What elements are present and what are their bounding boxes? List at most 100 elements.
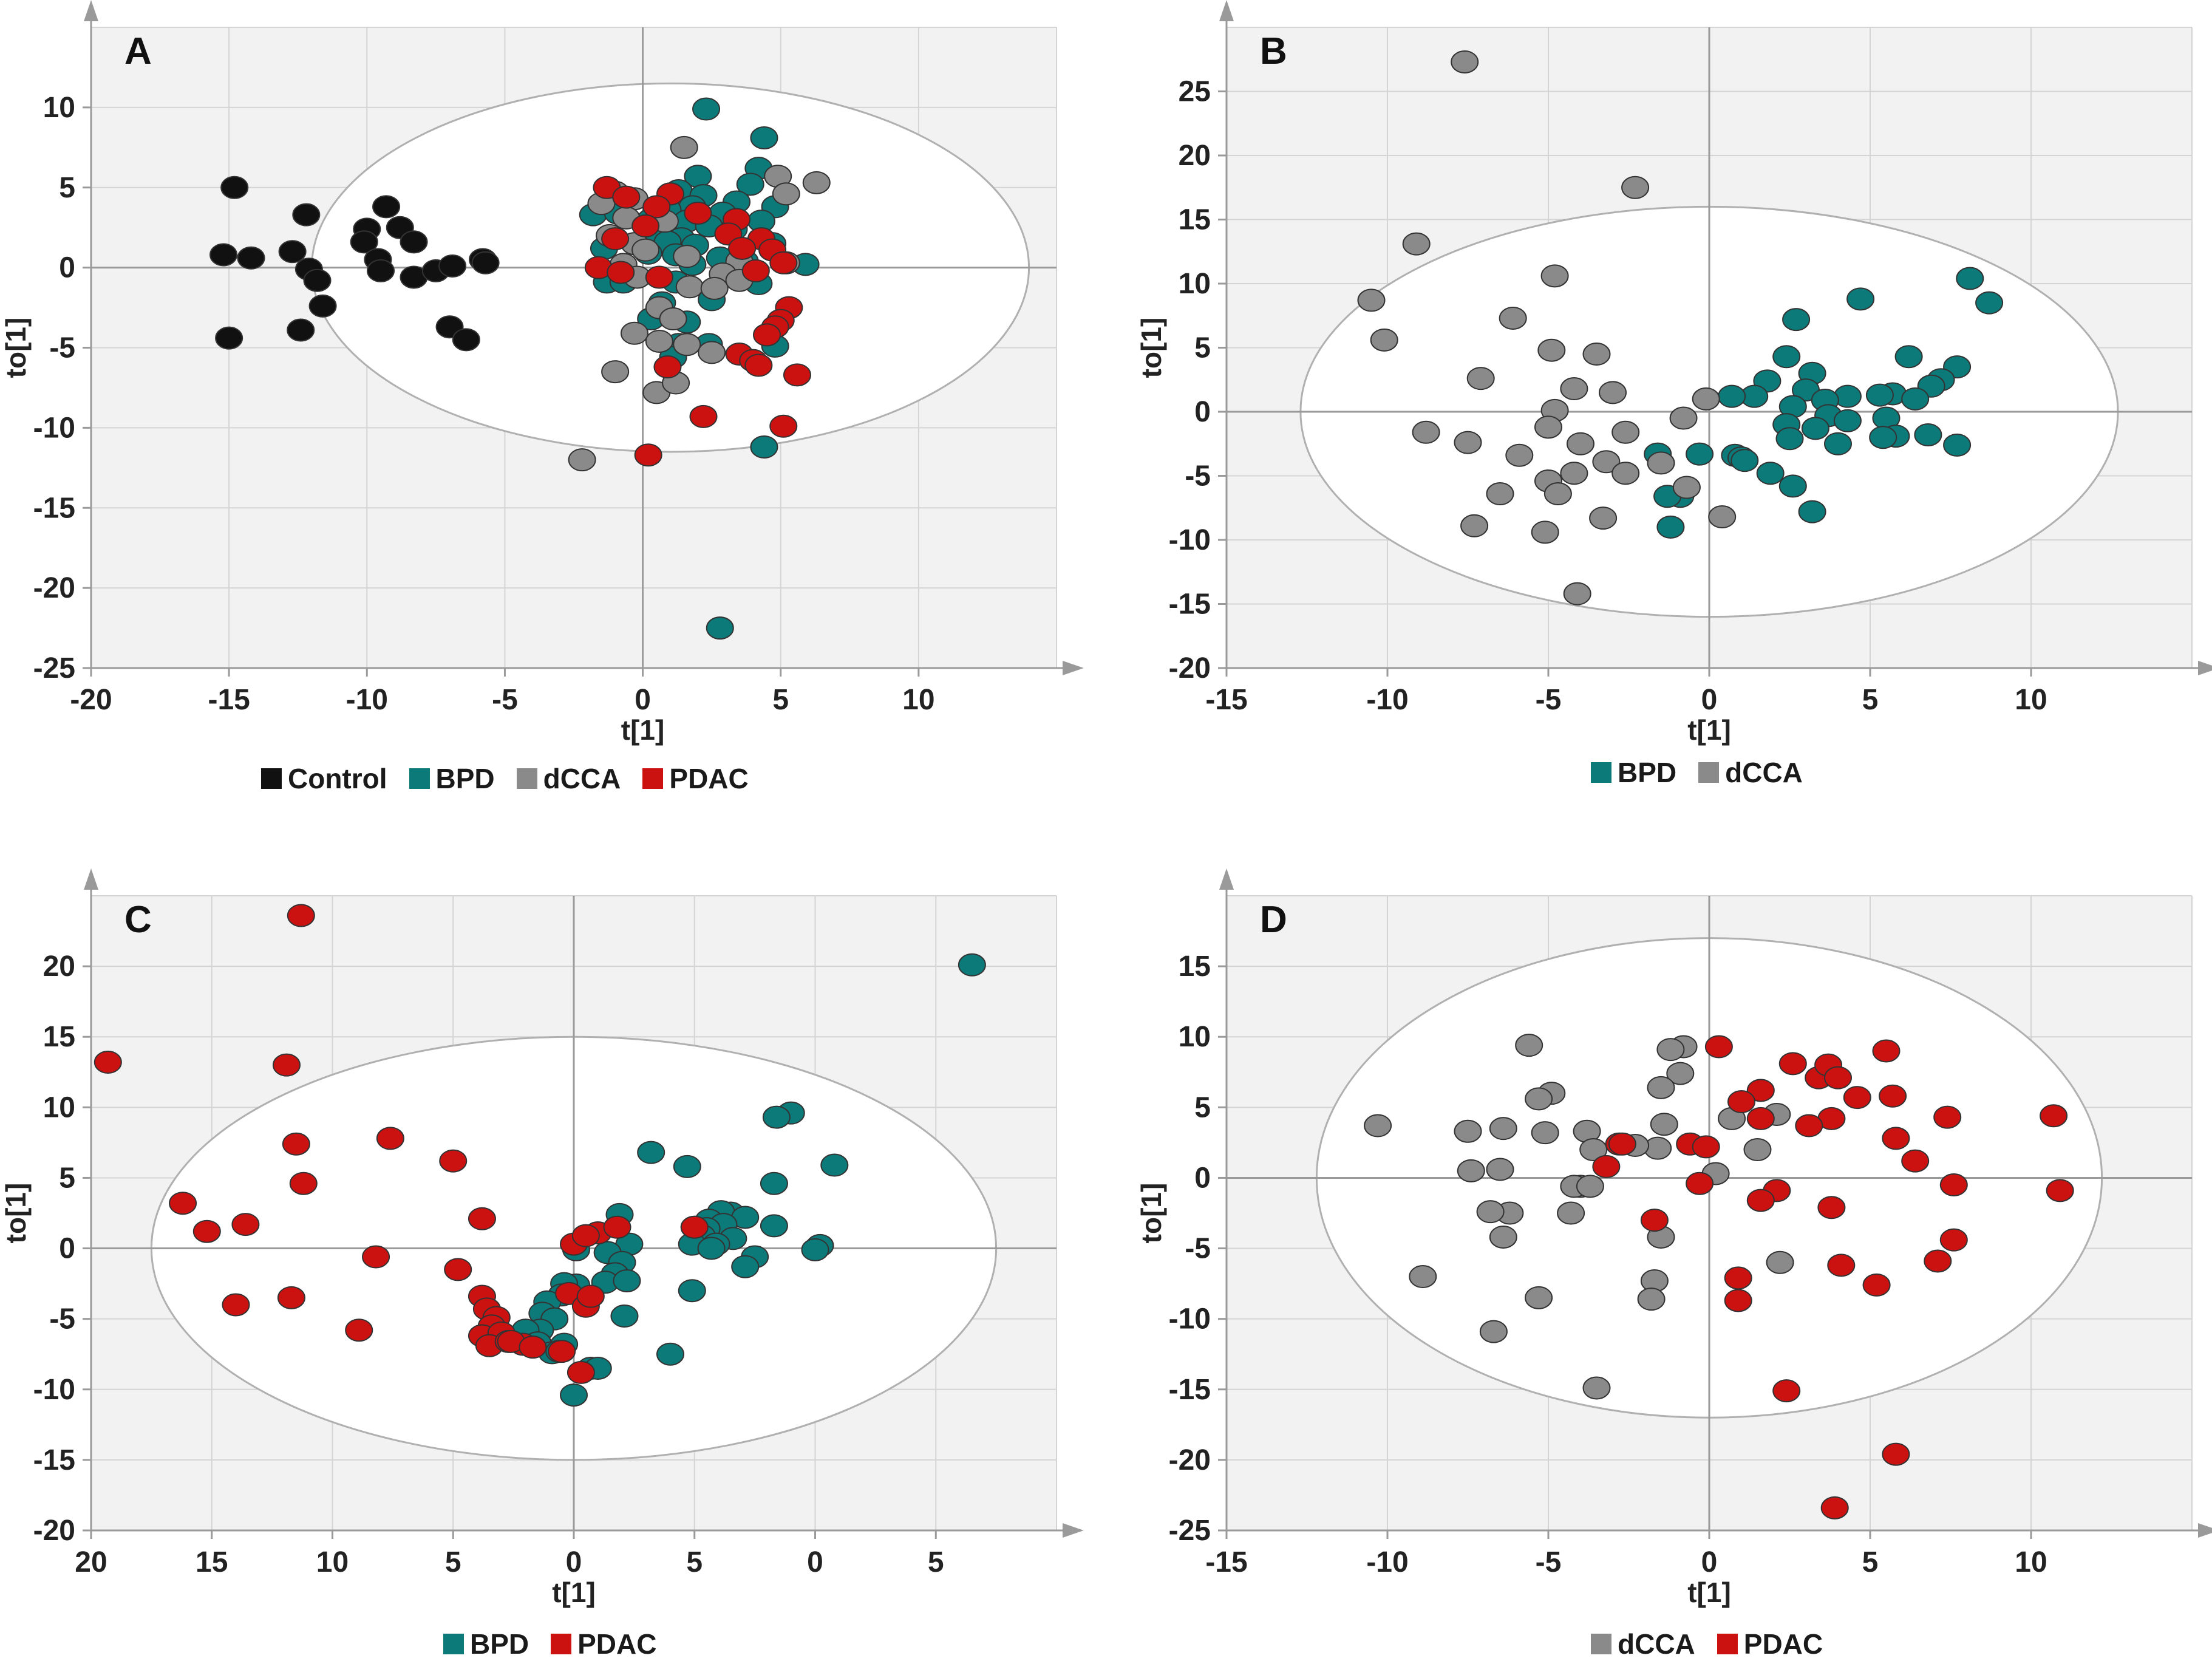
y-tick-label: 0: [1194, 1162, 1211, 1194]
data-point-dcca: [1486, 1158, 1514, 1181]
data-point-control: [209, 243, 238, 267]
legend-label: Control: [288, 763, 387, 794]
data-point-dcca: [1579, 1138, 1608, 1161]
x-axis-title: t[1]: [621, 714, 665, 746]
data-point-pdac: [1746, 1079, 1775, 1102]
scatter-plot-a: -20 -15 -10 -5 0 5 10-25-20-15-10-50510t[1]to[…: [0, 0, 1084, 746]
y-tick-label: -10: [1169, 524, 1211, 556]
legend-swatch: [1591, 762, 1611, 783]
data-point-bpd: [1956, 267, 1984, 290]
x-tick-label: -5: [1536, 1546, 1562, 1578]
data-point-dcca: [568, 448, 596, 472]
data-point-dcca: [1489, 1225, 1517, 1249]
legend-label: dCCA: [1618, 1628, 1695, 1660]
series-control: [209, 176, 500, 352]
data-point-dcca: [772, 182, 800, 206]
data-point-dcca: [631, 238, 660, 262]
x-tick-label: 5: [445, 1546, 461, 1578]
data-point-pdac: [1817, 1196, 1846, 1219]
scatter-plot-d: -15 -10 -5 0 5 10 -25 -20 -15 -10 -5 0 5 10 15 t[1] to[1…: [1135, 868, 2212, 1608]
data-point-pdac: [603, 1215, 631, 1239]
y-tick-label: 10: [43, 92, 75, 124]
y-tick-label: 5: [59, 172, 75, 204]
x-tick-label: 0: [635, 684, 651, 716]
data-point-dcca: [1647, 1076, 1675, 1099]
data-point-control: [303, 268, 332, 292]
x-tick-label: 10: [2015, 684, 2047, 716]
data-point-control: [278, 240, 307, 264]
data-point-bpd: [750, 126, 778, 149]
data-point-pdac: [1924, 1249, 1952, 1273]
data-point-pdac: [753, 323, 781, 347]
y-tick-label: -5: [1185, 1233, 1211, 1265]
data-point-bpd: [1730, 449, 1759, 472]
data-point-control: [287, 318, 315, 342]
data-point-pdac: [345, 1318, 373, 1342]
y-tick-label: 0: [59, 252, 75, 284]
data-point-pdac: [2046, 1179, 2074, 1202]
data-point-dcca: [1666, 1062, 1695, 1085]
data-point-pdac: [571, 1224, 600, 1247]
data-point-bpd: [678, 1279, 706, 1303]
data-point-pdac: [1772, 1379, 1801, 1403]
data-point-pdac: [576, 1284, 605, 1308]
data-point-control: [452, 328, 480, 352]
data-point-pdac: [1872, 1039, 1901, 1063]
data-point-dcca: [1412, 420, 1440, 444]
data-point-pdac: [567, 1360, 595, 1384]
data-point-pdac: [607, 261, 635, 284]
data-point-control: [438, 254, 467, 278]
legend-swatch: [443, 1634, 464, 1654]
y-tick-label: 15: [1179, 950, 1211, 983]
data-point-pdac: [1820, 1496, 1849, 1519]
data-point-bpd: [750, 435, 778, 459]
x-axis-arrow: [2198, 1523, 2212, 1538]
y-axis-title: to[1]: [0, 318, 32, 378]
legend-swatch: [1591, 1634, 1611, 1654]
data-point-dcca: [1743, 1138, 1772, 1161]
data-point-dcca: [1364, 1114, 1392, 1137]
series-dcca: [1357, 50, 1737, 605]
data-point-bpd: [1718, 384, 1746, 408]
data-point-pdac: [1824, 1066, 1852, 1090]
data-point-pdac: [1746, 1189, 1775, 1212]
data-point-pdac: [741, 259, 770, 282]
data-point-pdac: [231, 1213, 260, 1236]
data-point-bpd: [1801, 417, 1829, 440]
data-point-pdac: [287, 904, 315, 927]
y-tick-label: 0: [1194, 396, 1211, 428]
legend-label: dCCA: [543, 763, 621, 794]
data-point-bpd: [673, 1155, 701, 1178]
x-tick-label: 0: [1701, 684, 1718, 716]
legend-swatch: [516, 768, 537, 789]
legend-item-pdac: PDAC: [551, 1628, 656, 1660]
data-point-control: [308, 294, 337, 318]
data-point-dcca: [1582, 343, 1611, 366]
data-point-pdac: [169, 1192, 197, 1215]
data-point-dcca: [1563, 582, 1591, 605]
data-point-pdac: [1724, 1289, 1752, 1312]
data-point-dcca: [1460, 514, 1489, 537]
data-point-dcca: [1409, 1265, 1437, 1288]
data-point-dcca: [698, 341, 726, 364]
x-tick-label: 10: [2015, 1546, 2047, 1578]
y-tick-label: -20: [1169, 1444, 1211, 1476]
data-point-dcca: [1669, 406, 1698, 430]
legend-swatch: [551, 1634, 572, 1654]
data-point-control: [292, 203, 321, 227]
data-point-dcca: [1451, 50, 1479, 73]
data-point-control: [215, 326, 243, 350]
data-point-dcca: [1567, 432, 1594, 455]
y-tick-label: 15: [43, 1021, 75, 1053]
series-pdac: [584, 176, 811, 467]
y-tick-label: 5: [1194, 1091, 1211, 1124]
data-point-dcca: [670, 135, 698, 159]
legend-a: Control BPD dCCA PDAC: [261, 762, 749, 795]
data-point-control: [350, 230, 378, 254]
data-point-pdac: [192, 1219, 221, 1243]
data-point-bpd: [1943, 433, 1972, 457]
data-point-dcca: [1672, 476, 1701, 499]
data-point-pdac: [601, 227, 630, 251]
data-point-pdac: [1746, 1107, 1775, 1130]
data-point-dcca: [1534, 415, 1562, 439]
